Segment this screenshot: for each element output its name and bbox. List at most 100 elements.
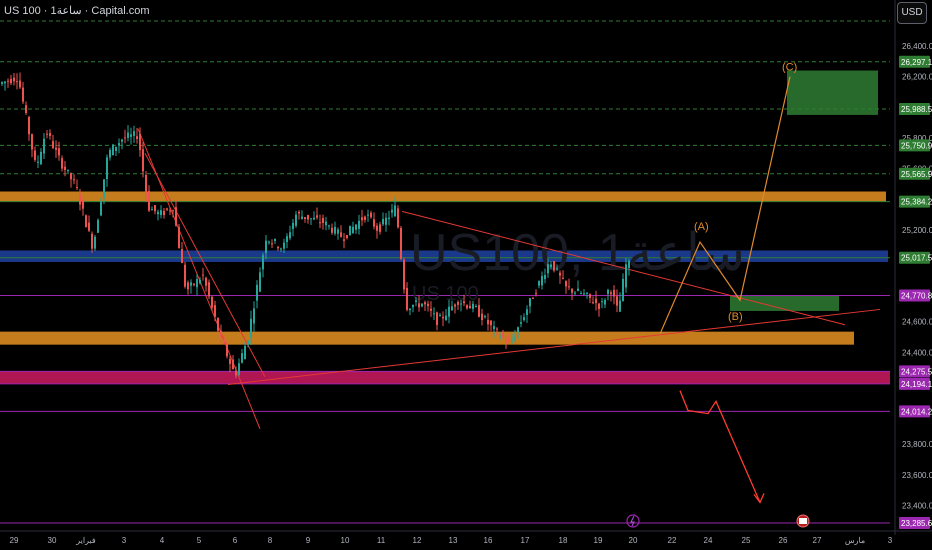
- price-tag-0: [899, 55, 930, 68]
- trendline-1: [144, 152, 266, 378]
- x-tick-label-9: 10: [341, 536, 350, 545]
- x-tick-label-6: 6: [233, 536, 238, 545]
- candle-body: [613, 289, 615, 297]
- currency-button[interactable]: USD: [897, 2, 927, 24]
- candle-body: [253, 308, 255, 324]
- trendlines: [137, 128, 881, 430]
- candle-body: [199, 279, 201, 284]
- candle-body: [358, 220, 360, 229]
- x-tick-label-24: 3: [888, 536, 893, 545]
- candle-body: [142, 149, 144, 172]
- candle-body: [283, 242, 285, 249]
- candle-body: [127, 132, 129, 138]
- candle-body: [49, 132, 51, 136]
- candle-body: [571, 288, 573, 293]
- y-tick-label-7: 23,800.0: [902, 440, 932, 449]
- candle-body: [88, 222, 90, 231]
- y-tick-label-1: 26,200.0: [902, 73, 932, 82]
- candle-body: [256, 284, 258, 301]
- candle-body: [187, 282, 189, 290]
- x-tick-label-3: 3: [122, 536, 127, 545]
- candle-body: [106, 157, 108, 179]
- candle-body: [163, 210, 165, 216]
- y-tick-label-0: 26,400.0: [902, 42, 932, 51]
- x-tick-label-5: 5: [197, 536, 202, 545]
- candle-body: [286, 236, 288, 242]
- event-flash-icon[interactable]: [626, 514, 640, 528]
- x-tick-label-22: 27: [813, 536, 822, 545]
- candle-body: [298, 211, 300, 214]
- candle-body: [82, 199, 84, 209]
- x-tick-label-20: 25: [742, 536, 751, 545]
- candle-body: [619, 300, 621, 312]
- price-tag-7: [899, 365, 930, 378]
- candle-body: [427, 303, 429, 307]
- candle-body: [73, 179, 75, 181]
- candle-body: [214, 305, 216, 317]
- price-tag-10: [899, 517, 930, 529]
- candle-body: [379, 224, 381, 232]
- candle-body: [76, 187, 78, 189]
- candle-body: [4, 81, 6, 84]
- watermark-symbol: US100, 1ساعة: [410, 224, 745, 282]
- candle-body: [115, 146, 117, 151]
- candle-body: [424, 302, 426, 305]
- price-tag-4: [899, 195, 930, 208]
- wave-label-0: (A): [694, 221, 709, 233]
- x-tick-label-7: 8: [268, 536, 273, 545]
- candle-body: [577, 288, 579, 292]
- candle-body: [100, 201, 102, 216]
- x-tick-label-8: 9: [306, 536, 311, 545]
- candle-body: [373, 219, 375, 227]
- candle-body: [475, 305, 477, 307]
- candle-body: [103, 179, 105, 198]
- candle-body: [349, 225, 351, 236]
- candle-body: [316, 215, 318, 218]
- x-tick-label-4: 4: [160, 536, 165, 545]
- candle-body: [451, 306, 453, 311]
- candle-body: [205, 277, 207, 286]
- candle-body: [265, 240, 267, 254]
- zone-support: [0, 331, 854, 345]
- y-tick-label-4: 25,200.0: [902, 226, 932, 235]
- candle-body: [226, 343, 228, 357]
- candle-body: [568, 286, 570, 288]
- price-tag-9: [899, 405, 930, 418]
- candle-body: [433, 313, 435, 315]
- candle-body: [136, 136, 138, 139]
- x-tick-label-17: 20: [629, 536, 638, 545]
- candle-body: [223, 340, 225, 344]
- candle-body: [292, 222, 294, 229]
- x-tick-label-14: 17: [521, 536, 530, 545]
- candle-body: [412, 305, 414, 308]
- x-tick-label-18: 22: [668, 536, 677, 545]
- candle-body: [442, 316, 444, 319]
- candle-body: [589, 293, 591, 298]
- candle-body: [151, 209, 153, 211]
- candle-body: [34, 150, 36, 160]
- candle-body: [352, 226, 354, 233]
- candle-body: [508, 338, 510, 342]
- candle-body: [550, 264, 552, 268]
- price-tag-label-1: 25,988.5: [901, 105, 932, 114]
- candle-body: [55, 147, 57, 150]
- candle-body: [130, 134, 132, 137]
- candle-body: [184, 264, 186, 287]
- candle-body: [628, 260, 630, 268]
- candle-body: [541, 276, 543, 286]
- candle-body: [574, 292, 576, 294]
- candle-body: [421, 303, 423, 307]
- candle-body: [166, 208, 168, 210]
- candle-body: [493, 326, 495, 330]
- candle-body: [337, 229, 339, 234]
- candle-body: [610, 292, 612, 295]
- candle-body: [430, 308, 432, 311]
- candle-body: [523, 317, 525, 321]
- candle-body: [547, 264, 549, 274]
- candle-body: [289, 232, 291, 239]
- flash-glyph-icon: [630, 515, 635, 527]
- candle-body: [472, 303, 474, 309]
- candle-body: [124, 137, 126, 139]
- candle-body: [616, 296, 618, 306]
